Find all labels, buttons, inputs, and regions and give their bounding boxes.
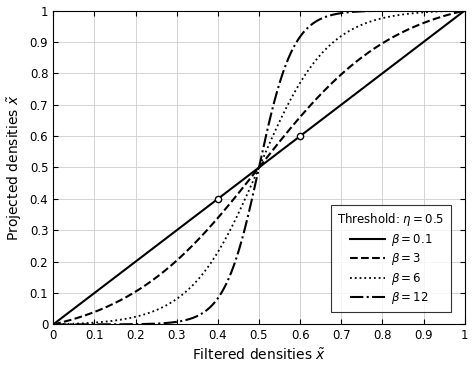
$\beta =12$	[239, 236, 245, 240]
$\beta =6$	[72, 321, 77, 326]
$\beta =3$	[250, 172, 256, 177]
$\beta =6$	[450, 8, 456, 13]
Line: $\beta =0.1$: $\beta =0.1$	[53, 11, 465, 324]
$\beta =0.1$	[450, 17, 456, 22]
$\beta =12$	[250, 191, 256, 195]
$\beta =0.1$	[462, 8, 467, 13]
$\beta =3$	[72, 317, 77, 321]
Line: $\beta =3$: $\beta =3$	[53, 11, 465, 324]
$\beta =12$	[50, 322, 56, 327]
$\beta =12$	[72, 322, 77, 327]
$\beta =6$	[462, 8, 467, 13]
X-axis label: Filtered densities $\tilde{x}$: Filtered densities $\tilde{x}$	[192, 348, 326, 363]
$\beta =0.1$	[239, 178, 245, 182]
$\beta =3$	[239, 186, 245, 190]
$\beta =12$	[462, 8, 467, 13]
$\beta =12$	[450, 8, 456, 13]
$\beta =12$	[374, 8, 380, 13]
$\beta =3$	[374, 44, 380, 49]
$\beta =6$	[239, 203, 245, 207]
Line: $\beta =6$: $\beta =6$	[53, 11, 465, 324]
$\beta =0.1$	[450, 18, 456, 22]
Legend: $\beta =0.1$, $\beta =3$, $\beta =6$, $\beta =12$: $\beta =0.1$, $\beta =3$, $\beta =6$, $\…	[331, 205, 451, 312]
$\beta =3$	[450, 11, 456, 16]
$\beta =6$	[374, 17, 380, 22]
Y-axis label: Projected densities $\tilde{x}$: Projected densities $\tilde{x}$	[6, 94, 24, 241]
$\beta =3$	[462, 8, 467, 13]
$\beta =6$	[450, 9, 456, 13]
$\beta =0.1$	[50, 322, 56, 327]
Line: $\beta =12$: $\beta =12$	[53, 11, 465, 324]
$\beta =6$	[50, 322, 56, 327]
$\beta =0.1$	[250, 170, 256, 174]
$\beta =0.1$	[72, 306, 77, 311]
$\beta =3$	[50, 322, 56, 327]
$\beta =0.1$	[374, 75, 380, 79]
$\beta =6$	[250, 178, 256, 183]
$\beta =12$	[450, 8, 456, 13]
$\beta =3$	[450, 11, 456, 16]
